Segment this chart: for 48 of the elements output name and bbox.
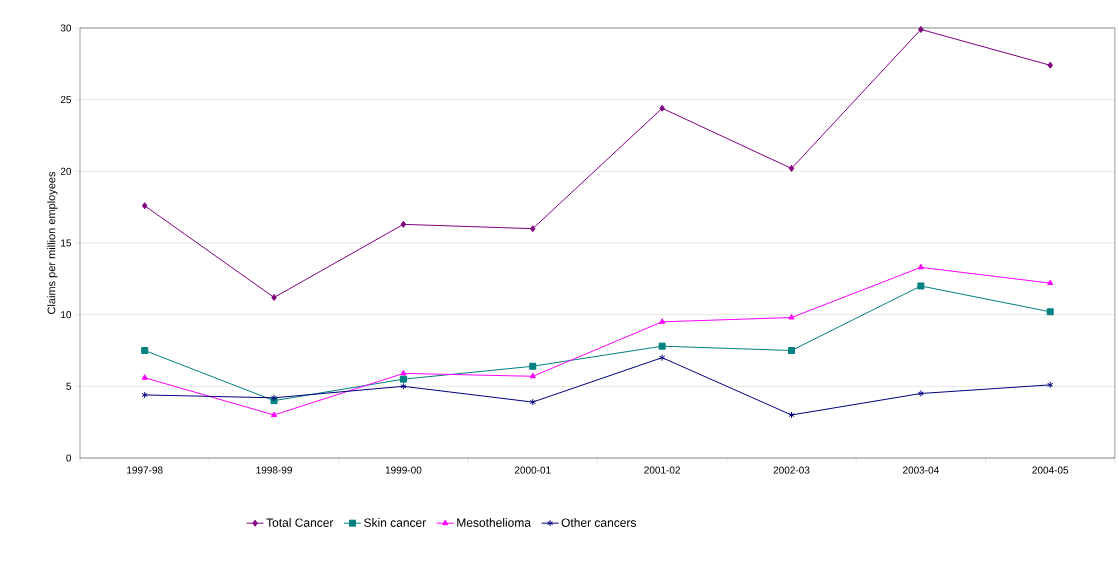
legend-label: Other cancers: [561, 518, 636, 527]
point: [400, 369, 407, 376]
point: [271, 293, 277, 301]
point: [659, 104, 665, 112]
point: [141, 374, 148, 380]
y-axis-title: Claims per million employees: [47, 171, 58, 314]
y-tick-label: 10: [61, 311, 72, 319]
point: [270, 411, 278, 417]
legend-label: Skin cancer: [364, 518, 427, 527]
point: [530, 225, 536, 233]
x-tick-label: 2003-04: [903, 466, 939, 474]
legend-label: Mesothelioma: [457, 518, 531, 527]
point: [658, 342, 666, 350]
x-tick-label: 1997-98: [127, 466, 163, 474]
point: [917, 282, 925, 290]
point: [788, 164, 795, 172]
x-tick-label: 2000-01: [514, 466, 551, 474]
y-tick-label: 25: [60, 96, 72, 104]
point: [529, 372, 536, 379]
point: [788, 314, 795, 320]
point: [529, 362, 537, 370]
x-tick-label: 1999-00: [385, 466, 422, 474]
point: [659, 318, 666, 324]
point: [141, 346, 149, 354]
point: [788, 346, 795, 354]
point: [659, 354, 666, 362]
point: [529, 398, 536, 406]
point: [400, 220, 407, 228]
point: [1047, 279, 1054, 286]
y-tick-label: 0: [66, 454, 72, 462]
point: [917, 263, 924, 270]
x-tick-label: 1998-99: [256, 466, 292, 474]
x-tick-label: 2004-05: [1032, 466, 1069, 474]
y-tick-label: 5: [66, 382, 72, 390]
point: [918, 25, 924, 33]
y-tick-label: 20: [60, 167, 72, 175]
x-tick-label: 2002-03: [773, 466, 810, 474]
point: [1047, 61, 1053, 69]
y-tick-label: 30: [60, 24, 72, 32]
point: [399, 375, 407, 383]
point: [788, 411, 795, 419]
x-tick-label: 2001-02: [644, 466, 680, 474]
point: [1046, 308, 1054, 316]
legend-label: Total Cancer: [266, 518, 334, 527]
point: [400, 382, 407, 390]
y-tick-label: 15: [61, 239, 72, 247]
point: [141, 202, 148, 210]
point: [917, 389, 924, 397]
